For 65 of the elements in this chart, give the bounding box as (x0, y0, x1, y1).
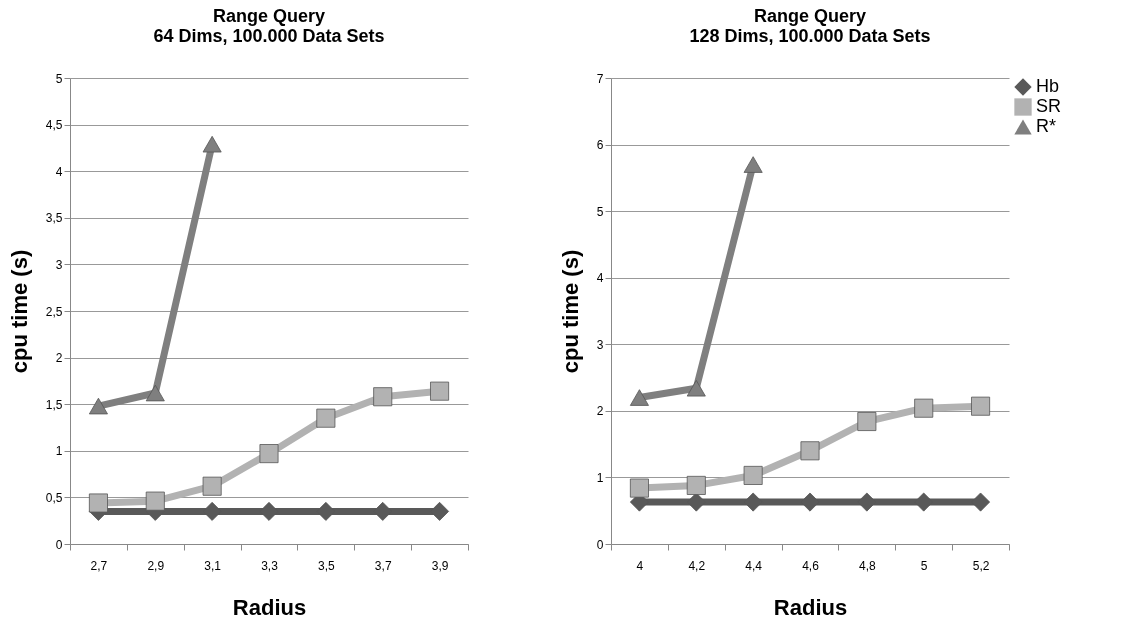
chart-title: Range Query 128 Dims, 100.000 Data Sets (689, 6, 931, 46)
point (686, 379, 706, 397)
point (88, 397, 108, 415)
x-tick-label: 3,1 (204, 558, 222, 573)
y-tick-label: 4,5 (45, 118, 63, 133)
point (914, 398, 934, 418)
point (743, 156, 763, 173)
x-tick-label: 4,4 (745, 558, 763, 573)
y-tick-label: 5 (55, 71, 63, 86)
point (971, 396, 991, 416)
y-tick-label: 1 (596, 470, 604, 485)
y-tick-label: 5 (596, 204, 604, 219)
point (202, 476, 222, 496)
x-tick-label: 3,3 (261, 558, 279, 573)
y-tick-label: 0 (55, 537, 63, 552)
y-tick-label: 1 (55, 444, 63, 459)
point (743, 465, 763, 485)
point (430, 381, 450, 401)
y-tick-label: 3,5 (45, 211, 63, 226)
x-tick-label: 4,6 (802, 558, 820, 573)
point (430, 501, 450, 521)
point (629, 389, 649, 406)
y-axis-title: cpu time (s) (6, 249, 32, 374)
y-tick-label: 2 (596, 404, 604, 419)
legend-label: R* (1036, 116, 1057, 136)
point (686, 475, 706, 495)
x-tick-label: 3,5 (318, 558, 336, 573)
point (629, 478, 649, 498)
x-tick-label: 3,9 (431, 558, 449, 573)
y-tick-label: 0 (596, 537, 604, 552)
y-tick-label: 2 (55, 351, 63, 366)
y-tick-label: 4 (596, 271, 604, 286)
x-axis-title: Radius (773, 594, 848, 620)
x-axis-title: Radius (232, 594, 307, 620)
y-tick-label: 7 (596, 71, 604, 86)
x-tick-label: 2,9 (147, 558, 165, 573)
x-tick-label: 4,8 (859, 558, 877, 573)
point (145, 491, 165, 511)
y-tick-label: 2,5 (45, 304, 63, 319)
y-tick-label: 1,5 (45, 397, 63, 412)
x-tick-label: 2,7 (90, 558, 108, 573)
x-tick-label: 4,2 (688, 558, 706, 573)
point (88, 493, 108, 513)
x-tick-label: 4 (636, 558, 644, 573)
legend-label: SR (1036, 96, 1062, 116)
point (259, 444, 279, 464)
y-tick-label: 6 (596, 138, 604, 153)
y-tick-label: 3 (596, 337, 604, 352)
point (800, 492, 820, 512)
point (971, 492, 991, 512)
point (316, 408, 336, 428)
y-tick-label: 3 (55, 257, 63, 272)
y-axis-title: cpu time (s) (557, 249, 583, 374)
point (145, 384, 165, 402)
chart-title: Range Query 64 Dims, 100.000 Data Sets (153, 6, 385, 46)
point (800, 441, 820, 461)
x-tick-label: 5,2 (972, 558, 990, 573)
point (857, 412, 877, 431)
x-tick-label: 5 (920, 558, 928, 573)
point (373, 387, 393, 407)
y-tick-label: 4 (55, 164, 63, 179)
y-tick-label: 0,5 (45, 490, 63, 505)
x-tick-label: 3,7 (374, 558, 392, 573)
legend-label: Hb (1036, 76, 1060, 96)
point (202, 135, 222, 153)
